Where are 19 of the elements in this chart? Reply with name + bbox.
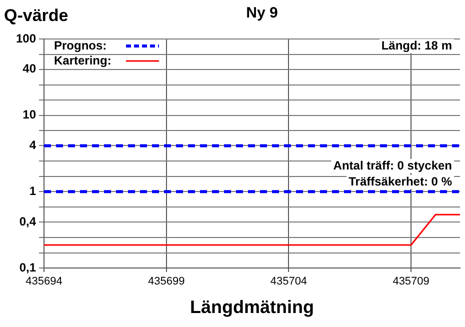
x-tick-label: 435709 — [392, 276, 430, 288]
chart-title: Ny 9 — [246, 4, 278, 22]
y-tick-label: 100 — [16, 31, 36, 46]
y-tick-label: 0,1 — [19, 260, 36, 274]
y-tick-label: 10 — [22, 108, 36, 122]
y-tick-label: 1 — [29, 184, 36, 198]
legend-label: Kartering: — [54, 53, 112, 68]
x-tick-label: 435694 — [26, 276, 62, 288]
y-tick-label: 4 — [29, 138, 36, 152]
annotation: Träffsäkerhet: 0 % — [348, 174, 452, 188]
y-axis-title: Q-värde — [4, 6, 68, 26]
annotation: Längd: 18 m — [381, 38, 452, 52]
y-tick-label: 0,4 — [19, 214, 36, 228]
x-tick-label: 435699 — [148, 276, 185, 288]
y-tick-label: 40 — [22, 62, 36, 76]
annotation: Antal träff: 0 stycken — [333, 158, 452, 172]
x-tick-label: 435704 — [270, 276, 308, 288]
x-axis-title: Längdmätning — [190, 297, 314, 318]
legend-label: Prognos: — [54, 38, 107, 52]
